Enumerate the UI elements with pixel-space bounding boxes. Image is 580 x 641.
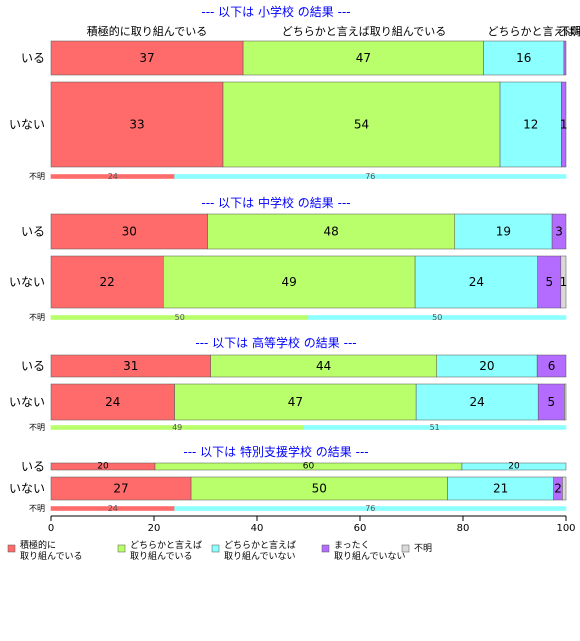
- row-label: いない: [9, 118, 45, 132]
- data-label: 47: [288, 395, 303, 409]
- panel-title-1: --- 以下は 小学校 の結果 ---: [201, 4, 350, 19]
- legend-label: どちらかと言えば: [224, 539, 296, 551]
- x-tick-label: 0: [48, 523, 54, 534]
- legend-swatch: [118, 545, 125, 552]
- row-label: 不明: [29, 172, 45, 181]
- data-label: 50: [312, 482, 327, 496]
- data-label: 27: [113, 482, 128, 496]
- legend-label: 積極的に: [20, 539, 56, 551]
- panel-title-3: --- 以下は 高等学校 の結果 ---: [195, 335, 356, 350]
- data-label: 20: [97, 462, 109, 472]
- legend-label: 取り組んでいる: [20, 550, 83, 562]
- data-label: 22: [99, 275, 114, 289]
- row-label: いない: [9, 482, 45, 496]
- panel-title-4: --- 以下は 特別支援学校 の結果 ---: [183, 444, 368, 459]
- data-label: 30: [122, 225, 137, 239]
- bar-segment: [564, 384, 566, 420]
- data-label: 12: [523, 118, 538, 132]
- legend-label: まったく: [334, 540, 370, 551]
- data-label: 1: [560, 275, 568, 289]
- data-label: 2: [554, 482, 562, 496]
- legend-label: 取り組んでいない: [224, 550, 296, 562]
- panel-title-2: --- 以下は 中学校 の結果 ---: [201, 195, 350, 210]
- data-label: 5: [545, 275, 553, 289]
- data-label: 20: [479, 359, 494, 373]
- row-label: いない: [9, 395, 45, 409]
- data-label: 51: [430, 423, 440, 432]
- data-label: 47: [356, 51, 371, 65]
- x-tick-label: 100: [556, 523, 575, 534]
- data-label: 76: [365, 504, 375, 513]
- row-label: いる: [21, 460, 45, 474]
- data-label: 1: [560, 118, 568, 132]
- row-label: 不明: [29, 423, 45, 432]
- data-label: 50: [175, 313, 185, 322]
- x-tick-label: 80: [457, 523, 470, 534]
- data-label: 60: [303, 462, 315, 472]
- legend-swatch: [322, 545, 329, 552]
- data-label: 50: [432, 313, 442, 322]
- data-label: 24: [105, 395, 120, 409]
- data-label: 48: [324, 225, 339, 239]
- data-label: 37: [139, 51, 154, 65]
- legend-label: どちらかと言えば: [130, 539, 202, 551]
- data-label: 3: [555, 225, 563, 239]
- bar-segment: [564, 41, 566, 75]
- data-label: 49: [282, 275, 297, 289]
- data-label: 54: [354, 118, 369, 132]
- data-label: 16: [516, 51, 531, 65]
- row-label: いる: [21, 225, 45, 239]
- legend-swatch: [402, 545, 409, 552]
- header-label: どちらかと言えば取り組んでいる: [282, 25, 446, 38]
- data-label: 21: [493, 482, 508, 496]
- data-label: 24: [108, 504, 118, 513]
- legend-swatch: [212, 545, 219, 552]
- data-label: 44: [316, 359, 331, 373]
- data-label: 24: [470, 395, 485, 409]
- data-label: 24: [469, 275, 484, 289]
- x-tick-label: 40: [251, 523, 264, 534]
- data-label: 5: [548, 395, 556, 409]
- bar-segment: [562, 477, 566, 500]
- row-label: いる: [21, 51, 45, 65]
- x-tick-label: 60: [354, 523, 367, 534]
- data-label: 6: [548, 359, 556, 373]
- data-label: 31: [123, 359, 138, 373]
- data-label: 33: [129, 118, 144, 132]
- x-tick-label: 20: [148, 523, 161, 534]
- row-label: いる: [21, 359, 45, 373]
- legend-label: 取り組んでいない: [334, 550, 406, 562]
- data-label: 49: [172, 423, 182, 432]
- legend-swatch: [8, 545, 15, 552]
- row-label: 不明: [29, 313, 45, 322]
- data-label: 76: [365, 172, 375, 181]
- data-label: 20: [508, 462, 520, 472]
- data-label: 19: [496, 225, 511, 239]
- row-label: 不明: [29, 504, 45, 513]
- data-label: 24: [108, 172, 118, 181]
- header-label: 不明: [559, 25, 580, 38]
- row-label: いない: [9, 275, 45, 289]
- header-label: 積極的に取り組んでいる: [87, 24, 207, 38]
- legend-label: 不明: [414, 543, 432, 554]
- legend-label: 取り組んでいる: [130, 550, 193, 562]
